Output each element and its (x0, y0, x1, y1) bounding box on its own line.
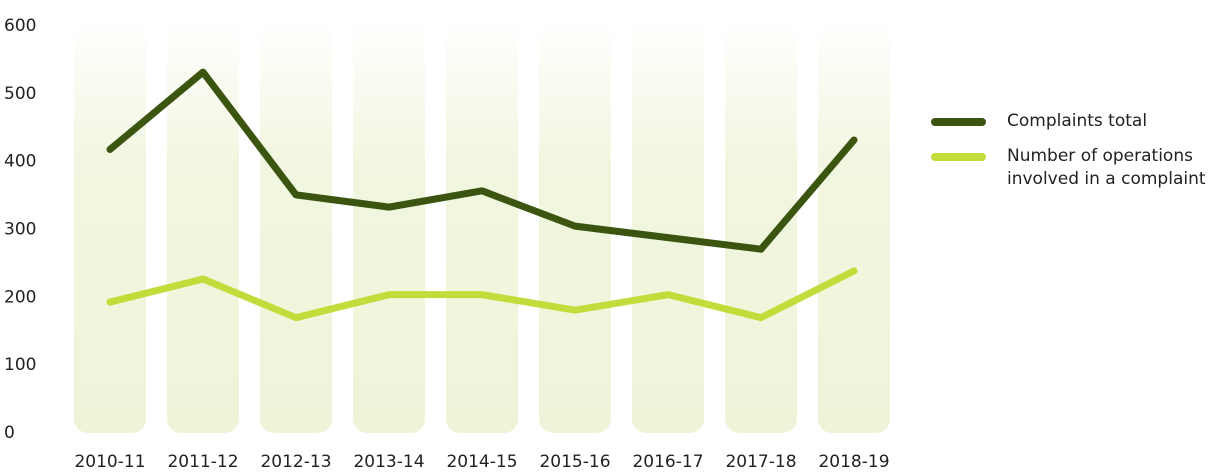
x-tick-label: 2012-13 (260, 452, 331, 472)
y-tick-label: 0 (4, 423, 15, 443)
column-band (260, 18, 332, 433)
y-tick-label: 600 (4, 16, 36, 36)
series-line (106, 267, 858, 322)
legend-label: Number of operations involved in a compl… (1007, 146, 1206, 189)
x-tick-label: 2013-14 (353, 452, 424, 472)
x-tick-label: 2016-17 (632, 452, 703, 472)
column-band (446, 18, 518, 433)
x-tick-label: 2014-15 (446, 452, 517, 472)
legend-label: Complaints total (1007, 111, 1148, 131)
column-band (167, 18, 239, 433)
y-tick-label: 300 (4, 220, 36, 240)
column-band (353, 18, 425, 433)
x-tick-label: 2011-12 (167, 452, 238, 472)
y-tick-label: 400 (4, 152, 36, 172)
column-band (725, 18, 797, 433)
y-tick-label: 100 (4, 355, 36, 375)
y-tick-label: 200 (4, 287, 36, 307)
x-tick-label: 2015-16 (539, 452, 610, 472)
y-tick-label: 500 (4, 84, 36, 104)
column-band (74, 18, 146, 433)
x-tick-label: 2010-11 (74, 452, 145, 472)
series-line (106, 68, 858, 253)
column-band (632, 18, 704, 433)
column-band (818, 18, 890, 433)
x-tick-label: 2018-19 (818, 452, 889, 472)
x-tick-label: 2017-18 (725, 452, 796, 472)
